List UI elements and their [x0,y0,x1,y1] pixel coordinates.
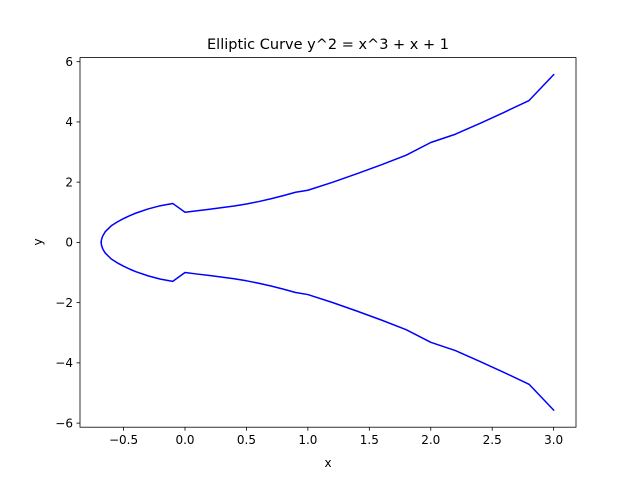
y-tick-label: −4 [55,356,73,370]
y-tick-label: 4 [65,115,73,129]
x-tick-label: 0.5 [237,433,256,447]
x-tick-label: 0.0 [175,433,194,447]
y-tick-label: 0 [65,236,73,250]
y-axis: −6 −4 −2 0 2 4 6 [55,55,80,430]
y-tick-label: −6 [55,416,73,430]
x-tick-label: 1.0 [298,433,317,447]
series-line-1 [100,241,555,412]
series-line-0 [100,73,555,244]
x-axis-label: x [324,456,331,470]
x-tick-label: 2.0 [421,433,440,447]
series-layer [100,73,555,412]
chart-title: Elliptic Curve y^2 = x^3 + x + 1 [207,37,449,53]
y-axis-label: y [31,238,45,245]
y-tick-label: 2 [65,175,73,189]
plot-area [79,57,577,428]
x-axis: −0.5 0.0 0.5 1.0 1.5 2.0 2.5 3.0 [109,427,563,447]
plot-background [80,57,576,428]
x-tick-label: 2.5 [483,433,502,447]
x-tick-label: −0.5 [109,433,138,447]
y-tick-label: 6 [65,55,73,69]
x-tick-label: 1.5 [360,433,379,447]
x-tick-label: 3.0 [544,433,563,447]
y-tick-label: −2 [55,296,73,310]
